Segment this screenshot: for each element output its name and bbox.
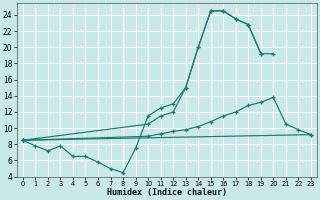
X-axis label: Humidex (Indice chaleur): Humidex (Indice chaleur): [107, 188, 227, 197]
